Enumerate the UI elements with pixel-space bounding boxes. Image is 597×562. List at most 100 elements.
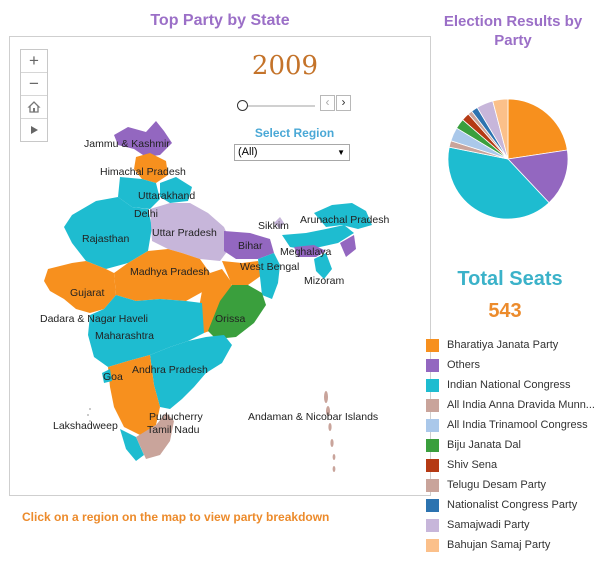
region-madhya-pradesh[interactable] [114, 249, 210, 301]
region-andaman-nicobar[interactable] [324, 391, 336, 472]
legend-label: Indian National Congress [447, 379, 571, 391]
legend-item[interactable]: Nationalist Congress Party [426, 495, 596, 515]
year-display: 2009 [251, 51, 319, 81]
region-assam[interactable] [282, 225, 354, 249]
legend-swatch [426, 478, 439, 492]
total-seats-value: 543 [488, 300, 522, 322]
label-west-bengal: West Bengal [240, 261, 299, 273]
legend-item[interactable]: Bharatiya Janata Party [426, 335, 596, 355]
legend-item[interactable]: All India Trinamool Congress [426, 415, 596, 435]
region-west-bengal[interactable] [258, 253, 280, 299]
legend-swatch [426, 338, 439, 352]
label-mizoram: Mizoram [304, 275, 345, 287]
region-nagaland[interactable] [340, 235, 356, 257]
map-hint-text: Click on a region on the map to view par… [22, 510, 330, 524]
map-frame: Jammu & Kashmir Himachal Pradesh Uttarak… [9, 36, 431, 496]
india-map[interactable]: Jammu & Kashmir Himachal Pradesh Uttarak… [10, 37, 430, 495]
pie-slice-1[interactable] [507, 149, 569, 204]
region-tamil-nadu[interactable] [136, 413, 174, 459]
year-slider[interactable] [237, 99, 315, 113]
legend-swatch [426, 498, 439, 512]
legend-item[interactable]: Shiv Sena [426, 455, 596, 475]
pie-slice-2[interactable] [447, 146, 550, 220]
label-himachal-pradesh: Himachal Pradesh [100, 166, 186, 178]
region-sikkim[interactable] [274, 217, 284, 229]
play-button[interactable] [21, 119, 47, 141]
home-button[interactable] [21, 96, 47, 119]
legend-swatch [426, 378, 439, 392]
prev-year-button[interactable]: ‹ [320, 95, 335, 111]
results-panel-title: Election Results by Party [443, 13, 583, 49]
legend-item[interactable]: All India Anna Dravida Munn... [426, 395, 596, 415]
region-gujarat[interactable] [44, 261, 116, 313]
label-bihar: Bihar [238, 240, 263, 252]
pie-slice-0[interactable] [507, 98, 568, 160]
region-kerala[interactable] [120, 429, 144, 461]
label-andhra-pradesh: Andhra Pradesh [132, 364, 208, 376]
legend-swatch [426, 358, 439, 372]
label-tamil-nadu: Tamil Nadu [147, 424, 200, 436]
region-uttar-pradesh[interactable] [150, 203, 232, 261]
legend-label: Samajwadi Party [447, 519, 530, 531]
legend-item[interactable]: Biju Janata Dal [426, 435, 596, 455]
region-andhra-pradesh[interactable] [150, 335, 232, 409]
legend-swatch [426, 418, 439, 432]
region-mizoram[interactable] [314, 253, 332, 279]
region-jharkhand[interactable] [222, 261, 262, 285]
label-jammu-kashmir: Jammu & Kashmir [84, 138, 170, 150]
label-meghalaya: Meghalaya [280, 246, 332, 258]
caret-down-icon: ▼ [337, 148, 345, 157]
total-seats-label: Total Seats [457, 268, 563, 290]
region-rajasthan[interactable] [64, 197, 152, 269]
region-dropdown-value: (All) [238, 146, 258, 158]
legend-label: Bahujan Samaj Party [447, 539, 551, 551]
legend-item[interactable]: Bahujan Samaj Party [426, 535, 596, 555]
legend-item[interactable]: Others [426, 355, 596, 375]
label-dadara-nagar-haveli: Dadara & Nagar Haveli [40, 313, 148, 325]
legend-label: Bharatiya Janata Party [447, 339, 559, 351]
legend-label: Nationalist Congress Party [447, 499, 578, 511]
region-karnataka[interactable] [108, 355, 160, 435]
region-jammu-kashmir[interactable] [114, 121, 172, 157]
legend-label: All India Trinamool Congress [447, 419, 588, 431]
next-year-button[interactable]: › [336, 95, 351, 111]
legend-label: Telugu Desam Party [447, 479, 547, 491]
legend-swatch [426, 538, 439, 552]
pie-slice-10[interactable] [492, 98, 509, 160]
label-delhi: Delhi [134, 208, 158, 220]
slider-track [243, 105, 315, 107]
legend-item[interactable]: Samajwadi Party [426, 515, 596, 535]
legend-swatch [426, 458, 439, 472]
party-pie-chart[interactable] [446, 97, 570, 221]
party-legend: Bharatiya Janata Party Others Indian Natio… [426, 335, 596, 555]
label-gujarat: Gujarat [70, 287, 105, 299]
label-puducherry: Puducherry [149, 411, 203, 423]
region-bihar[interactable] [224, 231, 274, 259]
legend-item[interactable]: Indian National Congress [426, 375, 596, 395]
slider-handle[interactable] [237, 100, 248, 111]
legend-item[interactable]: Telugu Desam Party [426, 475, 596, 495]
label-maharashtra: Maharashtra [95, 330, 154, 342]
region-meghalaya[interactable] [294, 245, 326, 257]
region-maharashtra[interactable] [88, 295, 204, 367]
label-sikkim: Sikkim [258, 220, 289, 232]
label-lakshadweep: Lakshadweep [53, 420, 118, 432]
region-dropdown[interactable]: (All) ▼ [234, 144, 350, 161]
label-arunachal-pradesh: Arunachal Pradesh [300, 214, 389, 226]
region-punjab[interactable] [118, 177, 160, 209]
region-lakshadweep[interactable] [87, 408, 91, 422]
label-orissa: Orissa [215, 313, 245, 325]
legend-label: All India Anna Dravida Munn... [447, 399, 595, 411]
zoom-in-button[interactable]: + [21, 50, 47, 73]
region-uttarakhand[interactable] [160, 177, 192, 203]
region-himachal-pradesh[interactable] [134, 153, 168, 183]
label-uttarakhand: Uttarakhand [138, 190, 195, 202]
region-goa[interactable] [102, 369, 112, 383]
zoom-out-button[interactable]: − [21, 73, 47, 96]
home-icon [27, 101, 41, 113]
play-icon [31, 126, 38, 134]
legend-label: Shiv Sena [447, 459, 498, 471]
region-arunachal-pradesh[interactable] [314, 203, 372, 229]
region-orissa[interactable] [208, 285, 266, 339]
label-madhya-pradesh: Madhya Pradesh [130, 266, 210, 278]
